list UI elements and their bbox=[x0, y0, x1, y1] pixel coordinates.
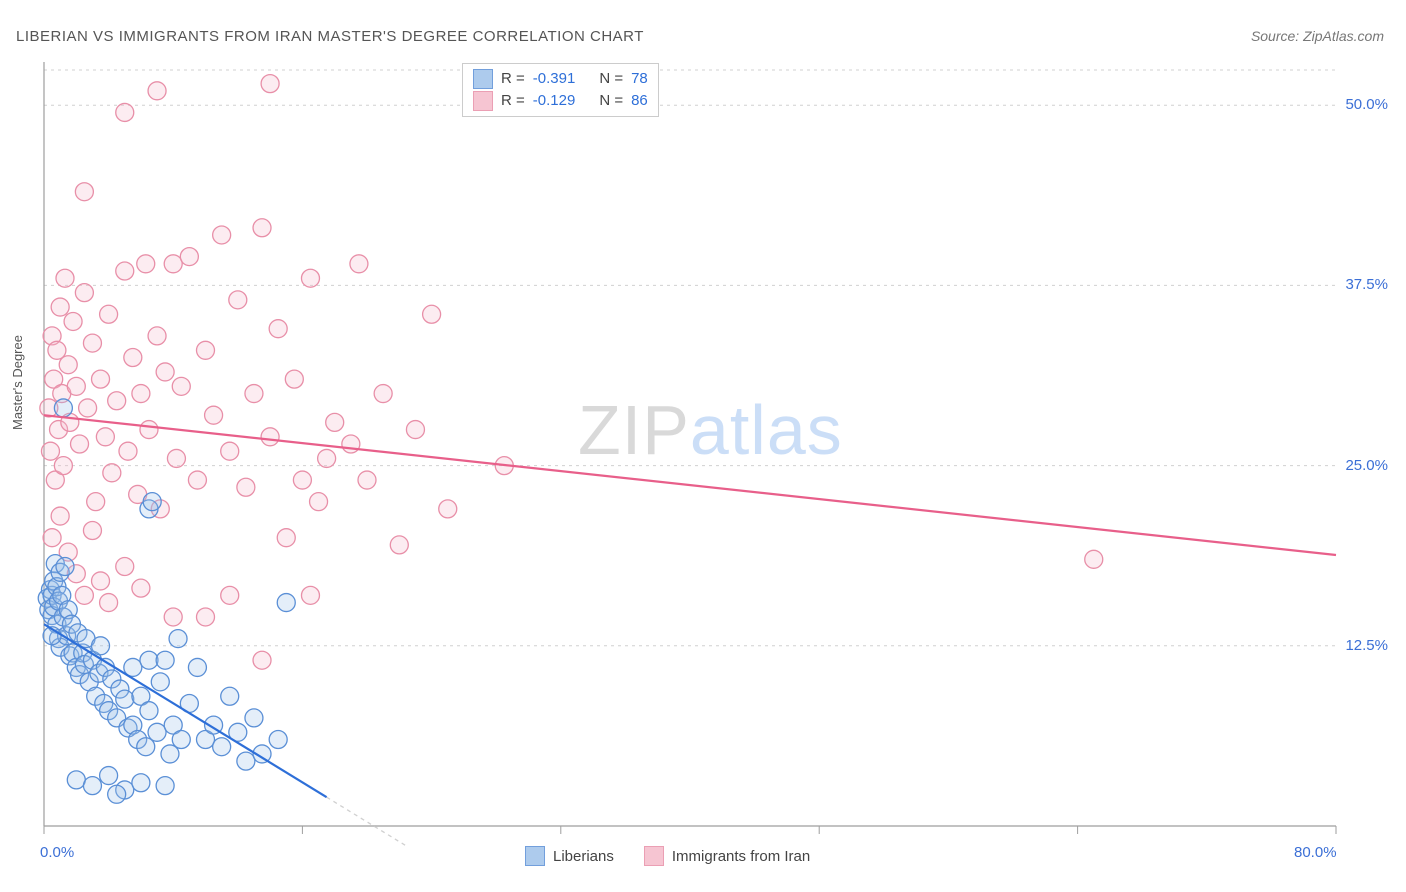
swatch-iran-icon bbox=[644, 846, 664, 866]
stats-row-iran: R = -0.129 N = 86 bbox=[473, 90, 648, 112]
x-axis-min-label: 0.0% bbox=[40, 844, 74, 861]
legend-bottom: Liberians Immigrants from Iran bbox=[525, 846, 810, 866]
stats-legend-box: R = -0.391 N = 78 R = -0.129 N = 86 bbox=[462, 63, 659, 117]
y-tick-label: 50.0% bbox=[1345, 96, 1388, 113]
legend-item-liberians: Liberians bbox=[525, 846, 614, 866]
swatch-iran bbox=[473, 91, 493, 111]
chart-container: LIBERIAN VS IMMIGRANTS FROM IRAN MASTER'… bbox=[0, 0, 1406, 892]
y-tick-label: 12.5% bbox=[1345, 637, 1388, 654]
y-tick-label: 37.5% bbox=[1345, 276, 1388, 293]
scatter-plot-svg bbox=[0, 0, 1406, 892]
legend-item-iran: Immigrants from Iran bbox=[644, 846, 810, 866]
swatch-liberians bbox=[473, 69, 493, 89]
swatch-liberians-icon bbox=[525, 846, 545, 866]
y-tick-label: 25.0% bbox=[1345, 457, 1388, 474]
x-axis-max-label: 80.0% bbox=[1294, 844, 1337, 861]
stats-row-liberians: R = -0.391 N = 78 bbox=[473, 68, 648, 90]
